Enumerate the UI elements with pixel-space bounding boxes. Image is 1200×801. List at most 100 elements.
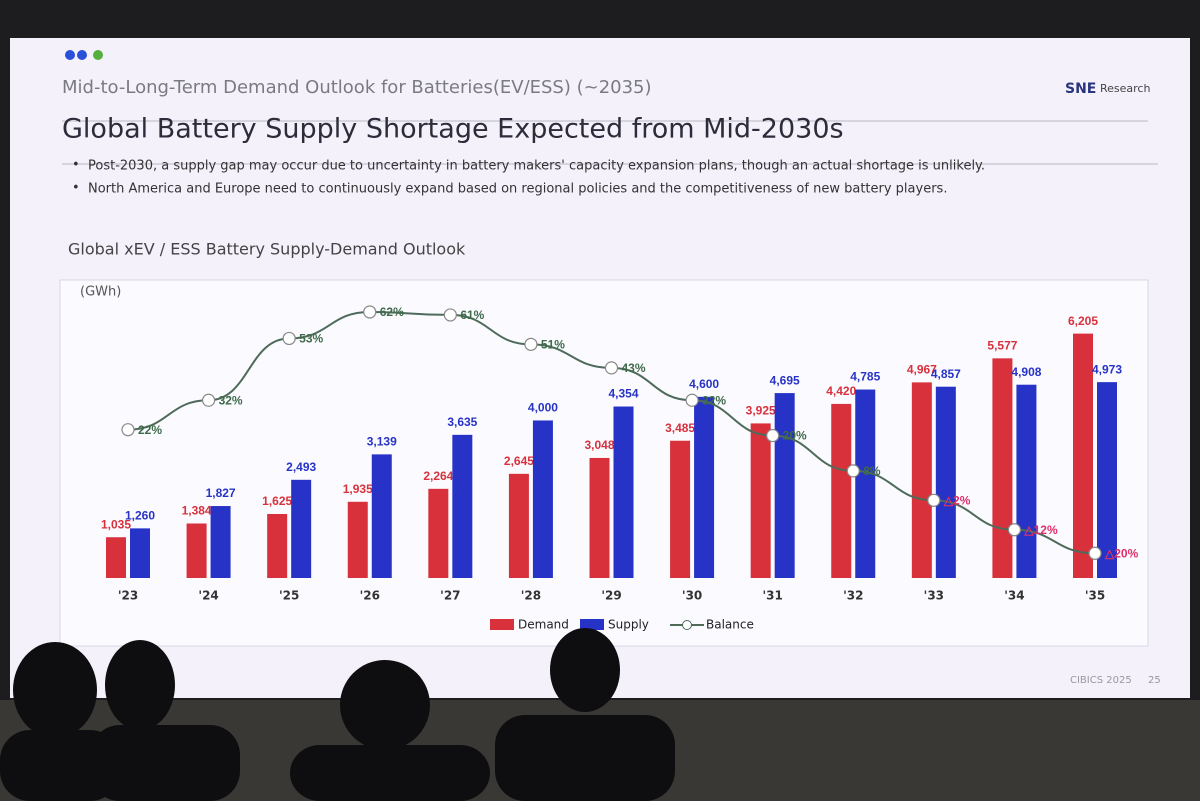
- bar: [186, 523, 207, 578]
- shoulders: [90, 725, 240, 801]
- legend-label: Balance: [706, 618, 754, 632]
- logo-dot: [93, 50, 103, 60]
- balance-point: [121, 423, 135, 437]
- balance-label: 8%: [863, 464, 881, 478]
- head: [13, 642, 97, 738]
- balance-point: [846, 464, 860, 478]
- balance-label: 20%: [783, 429, 807, 443]
- chart-title: Global xEV / ESS Battery Supply-Demand O…: [68, 240, 466, 259]
- balance-point: [201, 393, 216, 407]
- bar: [452, 434, 473, 578]
- data-label: 4,785: [850, 370, 880, 384]
- bar: [371, 454, 392, 578]
- shoulders: [495, 715, 675, 801]
- head: [105, 640, 175, 730]
- data-label: 4,967: [907, 363, 937, 377]
- legend-swatch: [682, 620, 692, 630]
- legend-swatch: [490, 619, 514, 630]
- bar: [210, 506, 231, 578]
- bar: [589, 457, 610, 578]
- balance-label: 43%: [622, 361, 646, 375]
- data-label: 1,260: [125, 509, 155, 523]
- plot: '23 '24 '25 '26 '27 '28 '29 '30 '31 '32 '33 '34 '35 1…: [101, 305, 1139, 631]
- bar: [855, 389, 876, 578]
- data-label: 3,485: [665, 421, 695, 435]
- data-label: 1,827: [206, 486, 236, 500]
- data-label: 2,493: [286, 460, 316, 474]
- data-label: 3,139: [367, 435, 397, 449]
- subtitle: Mid-to-Long-Term Demand Outlook for Batt…: [62, 77, 652, 98]
- data-label: 5,577: [987, 339, 1017, 353]
- x-tick-label: '34: [1004, 589, 1024, 603]
- unit-label: (GWh): [80, 285, 121, 300]
- x-tick-label: '30: [682, 589, 702, 603]
- bar: [992, 358, 1013, 578]
- data-label: 1,625: [262, 494, 292, 508]
- logo-dot: [77, 50, 87, 60]
- x-tick-label: '35: [1085, 589, 1105, 603]
- bar: [291, 479, 312, 578]
- data-label: 1,035: [101, 517, 131, 531]
- data-label: 1,384: [182, 504, 212, 518]
- x-tick-label: '28: [521, 589, 541, 603]
- data-label: 2,645: [504, 454, 534, 468]
- data-label: 3,925: [746, 404, 776, 418]
- data-label: 1,935: [343, 482, 373, 496]
- data-label: 3,635: [447, 415, 477, 429]
- bullet: •: [72, 181, 80, 196]
- bar: [106, 537, 126, 578]
- data-label: 3,048: [584, 438, 614, 452]
- x-tick-label: '26: [360, 589, 380, 603]
- x-tick-label: '33: [924, 589, 944, 603]
- data-label: 4,695: [770, 373, 800, 387]
- balance-point: [1088, 546, 1102, 560]
- bar: [694, 396, 715, 578]
- bar: [267, 514, 288, 578]
- balance-point: [443, 308, 457, 322]
- x-tick-label: '31: [762, 589, 782, 603]
- footer-page: 25: [1148, 675, 1161, 686]
- data-label: 4,973: [1092, 362, 1122, 376]
- bar: [935, 386, 956, 578]
- balance-label: 32%: [219, 393, 243, 407]
- balance-label: △12%: [1023, 523, 1058, 537]
- balance-point: [685, 393, 699, 407]
- data-label: 6,205: [1068, 314, 1098, 328]
- head: [550, 628, 620, 712]
- x-tick-label: '32: [843, 589, 863, 603]
- bar: [428, 488, 449, 578]
- balance-label: 51%: [541, 338, 565, 352]
- balance-label: 22%: [138, 423, 162, 437]
- bar: [1097, 382, 1117, 578]
- balance-label: 53%: [299, 332, 323, 346]
- data-label: 4,000: [528, 401, 558, 415]
- x-tick-label: '29: [601, 589, 621, 603]
- balance-label: 62%: [380, 305, 404, 319]
- legend-label: Demand: [518, 618, 569, 632]
- data-label: 4,420: [826, 384, 856, 398]
- x-tick-label: '24: [198, 589, 218, 603]
- logo-sub: Research: [1100, 82, 1150, 95]
- logo: SNE: [1065, 81, 1096, 97]
- data-label: 4,908: [1011, 365, 1041, 379]
- bar: [1073, 333, 1093, 578]
- bar: [670, 440, 691, 578]
- audience: [0, 628, 675, 801]
- balance-point: [1007, 523, 1022, 537]
- bar: [130, 528, 150, 578]
- balance-point: [282, 331, 296, 346]
- bullet-text: Post-2030, a supply gap may occur due to…: [88, 159, 985, 174]
- x-tick-label: '23: [118, 589, 138, 603]
- balance-point: [604, 361, 619, 375]
- bar: [774, 393, 795, 578]
- balance-label: △20%: [1104, 546, 1139, 560]
- x-tick-label: '27: [440, 589, 460, 603]
- footer-event: CIBICS 2025: [1070, 675, 1132, 686]
- bar: [613, 406, 634, 578]
- logo-dot: [65, 50, 75, 60]
- balance-point: [766, 428, 780, 443]
- data-label: 4,857: [931, 367, 961, 381]
- bar: [750, 423, 771, 578]
